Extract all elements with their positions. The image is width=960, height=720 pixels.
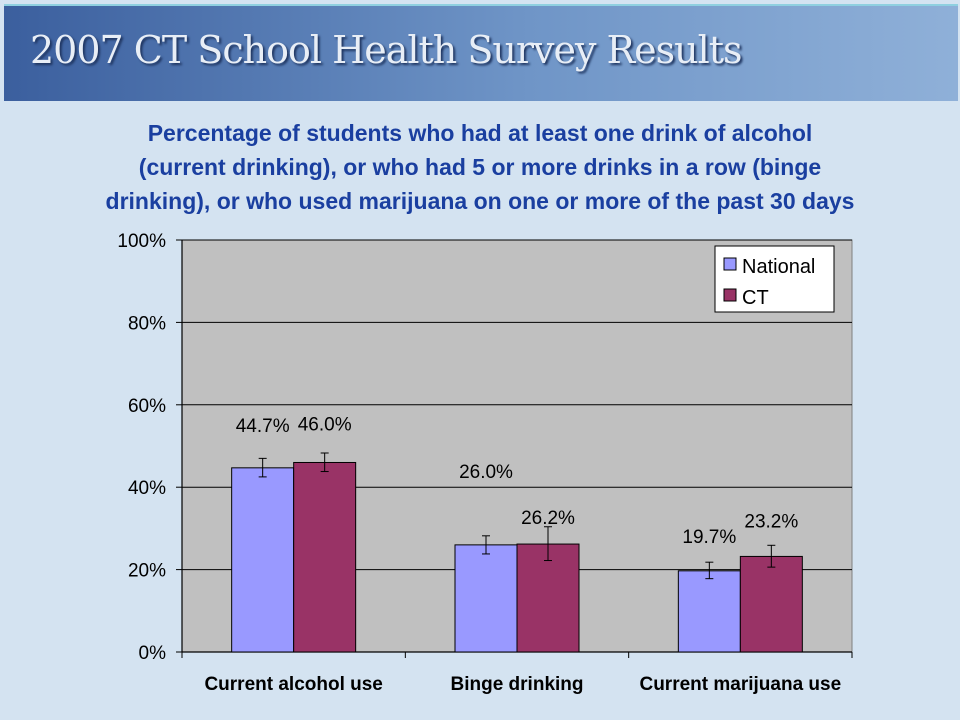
data-label: 26.2% bbox=[521, 508, 575, 529]
legend-label-ct: CT bbox=[742, 287, 769, 309]
y-tick-label: 20% bbox=[128, 561, 166, 582]
bar-ct bbox=[293, 461, 357, 653]
legend: National CT bbox=[714, 245, 835, 313]
legend-label-national: National bbox=[742, 256, 815, 278]
legend-swatch-ct bbox=[723, 288, 737, 302]
error-bar bbox=[544, 526, 552, 562]
chart-subtitle: Percentage of students who had at least … bbox=[0, 116, 960, 218]
error-bar bbox=[705, 561, 714, 580]
data-label: 23.2% bbox=[744, 511, 798, 532]
y-tick-label: 0% bbox=[139, 643, 167, 664]
bar-national bbox=[231, 467, 295, 653]
y-tick-label: 100% bbox=[117, 231, 166, 252]
data-label: 46.0% bbox=[298, 414, 352, 435]
data-label: 26.0% bbox=[459, 462, 513, 483]
category-label: Current alcohol use bbox=[204, 674, 382, 695]
bar-ct bbox=[516, 543, 580, 653]
legend-swatch-national bbox=[723, 257, 737, 271]
error-bar bbox=[767, 544, 776, 568]
error-bar bbox=[258, 457, 267, 478]
y-tick-label: 40% bbox=[128, 478, 166, 499]
bar-national bbox=[677, 570, 741, 653]
subtitle-line-3: drinking), or who used marijuana on one … bbox=[105, 188, 855, 214]
title-banner: 2007 CT School Health Survey Results bbox=[4, 4, 958, 101]
subtitle-line-2: (current drinking), or who had 5 or more… bbox=[138, 154, 822, 180]
bar-national bbox=[454, 544, 518, 653]
bar-ct bbox=[739, 555, 803, 653]
slide-title: 2007 CT School Health Survey Results bbox=[30, 28, 742, 72]
category-label: Binge drinking bbox=[451, 674, 584, 695]
subtitle-line-1: Percentage of students who had at least … bbox=[147, 120, 813, 146]
error-bar bbox=[320, 452, 329, 473]
category-label: Current marijuana use bbox=[639, 674, 841, 695]
y-tick-label: 60% bbox=[128, 396, 166, 417]
error-bar bbox=[482, 535, 490, 555]
y-tick-label: 80% bbox=[128, 313, 166, 334]
data-label: 19.7% bbox=[682, 527, 736, 548]
data-label: 44.7% bbox=[236, 416, 290, 437]
